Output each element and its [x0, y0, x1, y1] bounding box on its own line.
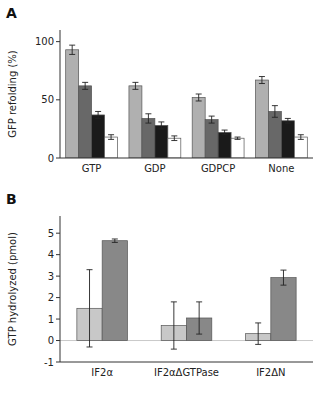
bar	[92, 115, 105, 158]
error-bar	[132, 82, 138, 89]
y-tick	[56, 297, 60, 298]
bar	[231, 138, 244, 158]
x-tick-label: IF2ΔN	[256, 367, 285, 378]
x-tick-label: GTP	[82, 163, 102, 174]
x-tick-label: None	[268, 163, 294, 174]
y-tick	[56, 319, 60, 320]
panel: 0 50 100 GTP GDP GDPCP None GFP refolding (%) A	[6, 5, 313, 174]
series	[79, 82, 282, 158]
error-bar	[95, 111, 101, 118]
y-tick	[56, 233, 60, 234]
error-bar	[209, 116, 215, 123]
error-bar	[171, 136, 177, 141]
x-tick-label: GDPCP	[201, 163, 236, 174]
bar	[105, 137, 118, 158]
y-tick	[56, 254, 60, 255]
y-tick-label: 2	[48, 292, 54, 303]
plot-area	[77, 239, 296, 349]
bar	[268, 111, 281, 158]
y-tick-label: 0	[48, 153, 54, 164]
error-bar	[108, 135, 114, 140]
y-tick	[56, 362, 60, 363]
bar	[281, 121, 294, 158]
series	[92, 111, 295, 158]
bar	[205, 120, 218, 158]
y-tick	[56, 340, 60, 341]
x-axis	[60, 362, 313, 363]
error-bar	[145, 114, 151, 123]
y-axis-label: GFP refolding (%)	[7, 50, 18, 138]
bar	[294, 137, 307, 158]
bar	[102, 241, 127, 341]
x-tick-label: IF2αΔGTPase	[154, 367, 219, 378]
bar	[218, 132, 231, 158]
bar	[142, 118, 155, 158]
plot-area	[66, 45, 308, 158]
error-bar	[222, 130, 228, 135]
bar	[66, 50, 79, 158]
bar	[79, 86, 92, 158]
bar	[129, 86, 142, 158]
y-tick	[56, 158, 60, 159]
panel: -1 0 1 2 3 4 5 IF2α IF2αΔGTPase IF2ΔN GTP hydrolyz…	[6, 191, 313, 378]
error-bar	[196, 302, 202, 334]
x-tick-label: IF2α	[91, 367, 113, 378]
chart-root: 050100GTPGDPGDPCPNoneGFP refolding (%)A-…	[0, 0, 323, 405]
error-bar	[255, 323, 261, 344]
error-bar	[87, 270, 93, 347]
bar	[155, 125, 168, 158]
series	[102, 239, 296, 341]
bar	[168, 138, 181, 158]
panel-title: A	[6, 5, 17, 21]
series	[66, 45, 269, 158]
error-bar	[280, 270, 286, 285]
error-bar	[171, 302, 177, 349]
y-tick-label: 5	[48, 228, 54, 239]
y-tick-label: 1	[48, 314, 54, 325]
error-bar	[285, 118, 291, 123]
error-bar	[69, 45, 75, 54]
y-tick-label: 3	[48, 271, 54, 282]
error-bar	[259, 77, 265, 84]
bar	[192, 97, 205, 158]
error-bar	[272, 106, 278, 118]
x-tick-label: GDP	[144, 163, 165, 174]
panel-title: B	[6, 191, 17, 207]
y-axis-label: GTP hydrolyzed (pmol)	[7, 232, 18, 346]
y-tick	[56, 99, 60, 100]
y-tick-label: -1	[44, 357, 54, 368]
bar	[255, 80, 268, 158]
y-tick-label: 100	[35, 36, 54, 47]
series	[105, 135, 308, 158]
error-bar	[235, 137, 241, 139]
y-tick	[56, 41, 60, 42]
error-bar	[158, 122, 164, 129]
y-tick-label: 0	[48, 335, 54, 346]
y-axis	[60, 30, 61, 158]
error-bar	[196, 94, 202, 101]
y-tick-label: 4	[48, 249, 54, 260]
error-bar	[112, 239, 118, 242]
y-tick-label: 50	[41, 94, 54, 105]
error-bar	[298, 135, 304, 140]
error-bar	[82, 82, 88, 89]
bar	[271, 278, 296, 341]
x-axis	[60, 158, 313, 159]
y-tick	[56, 276, 60, 277]
